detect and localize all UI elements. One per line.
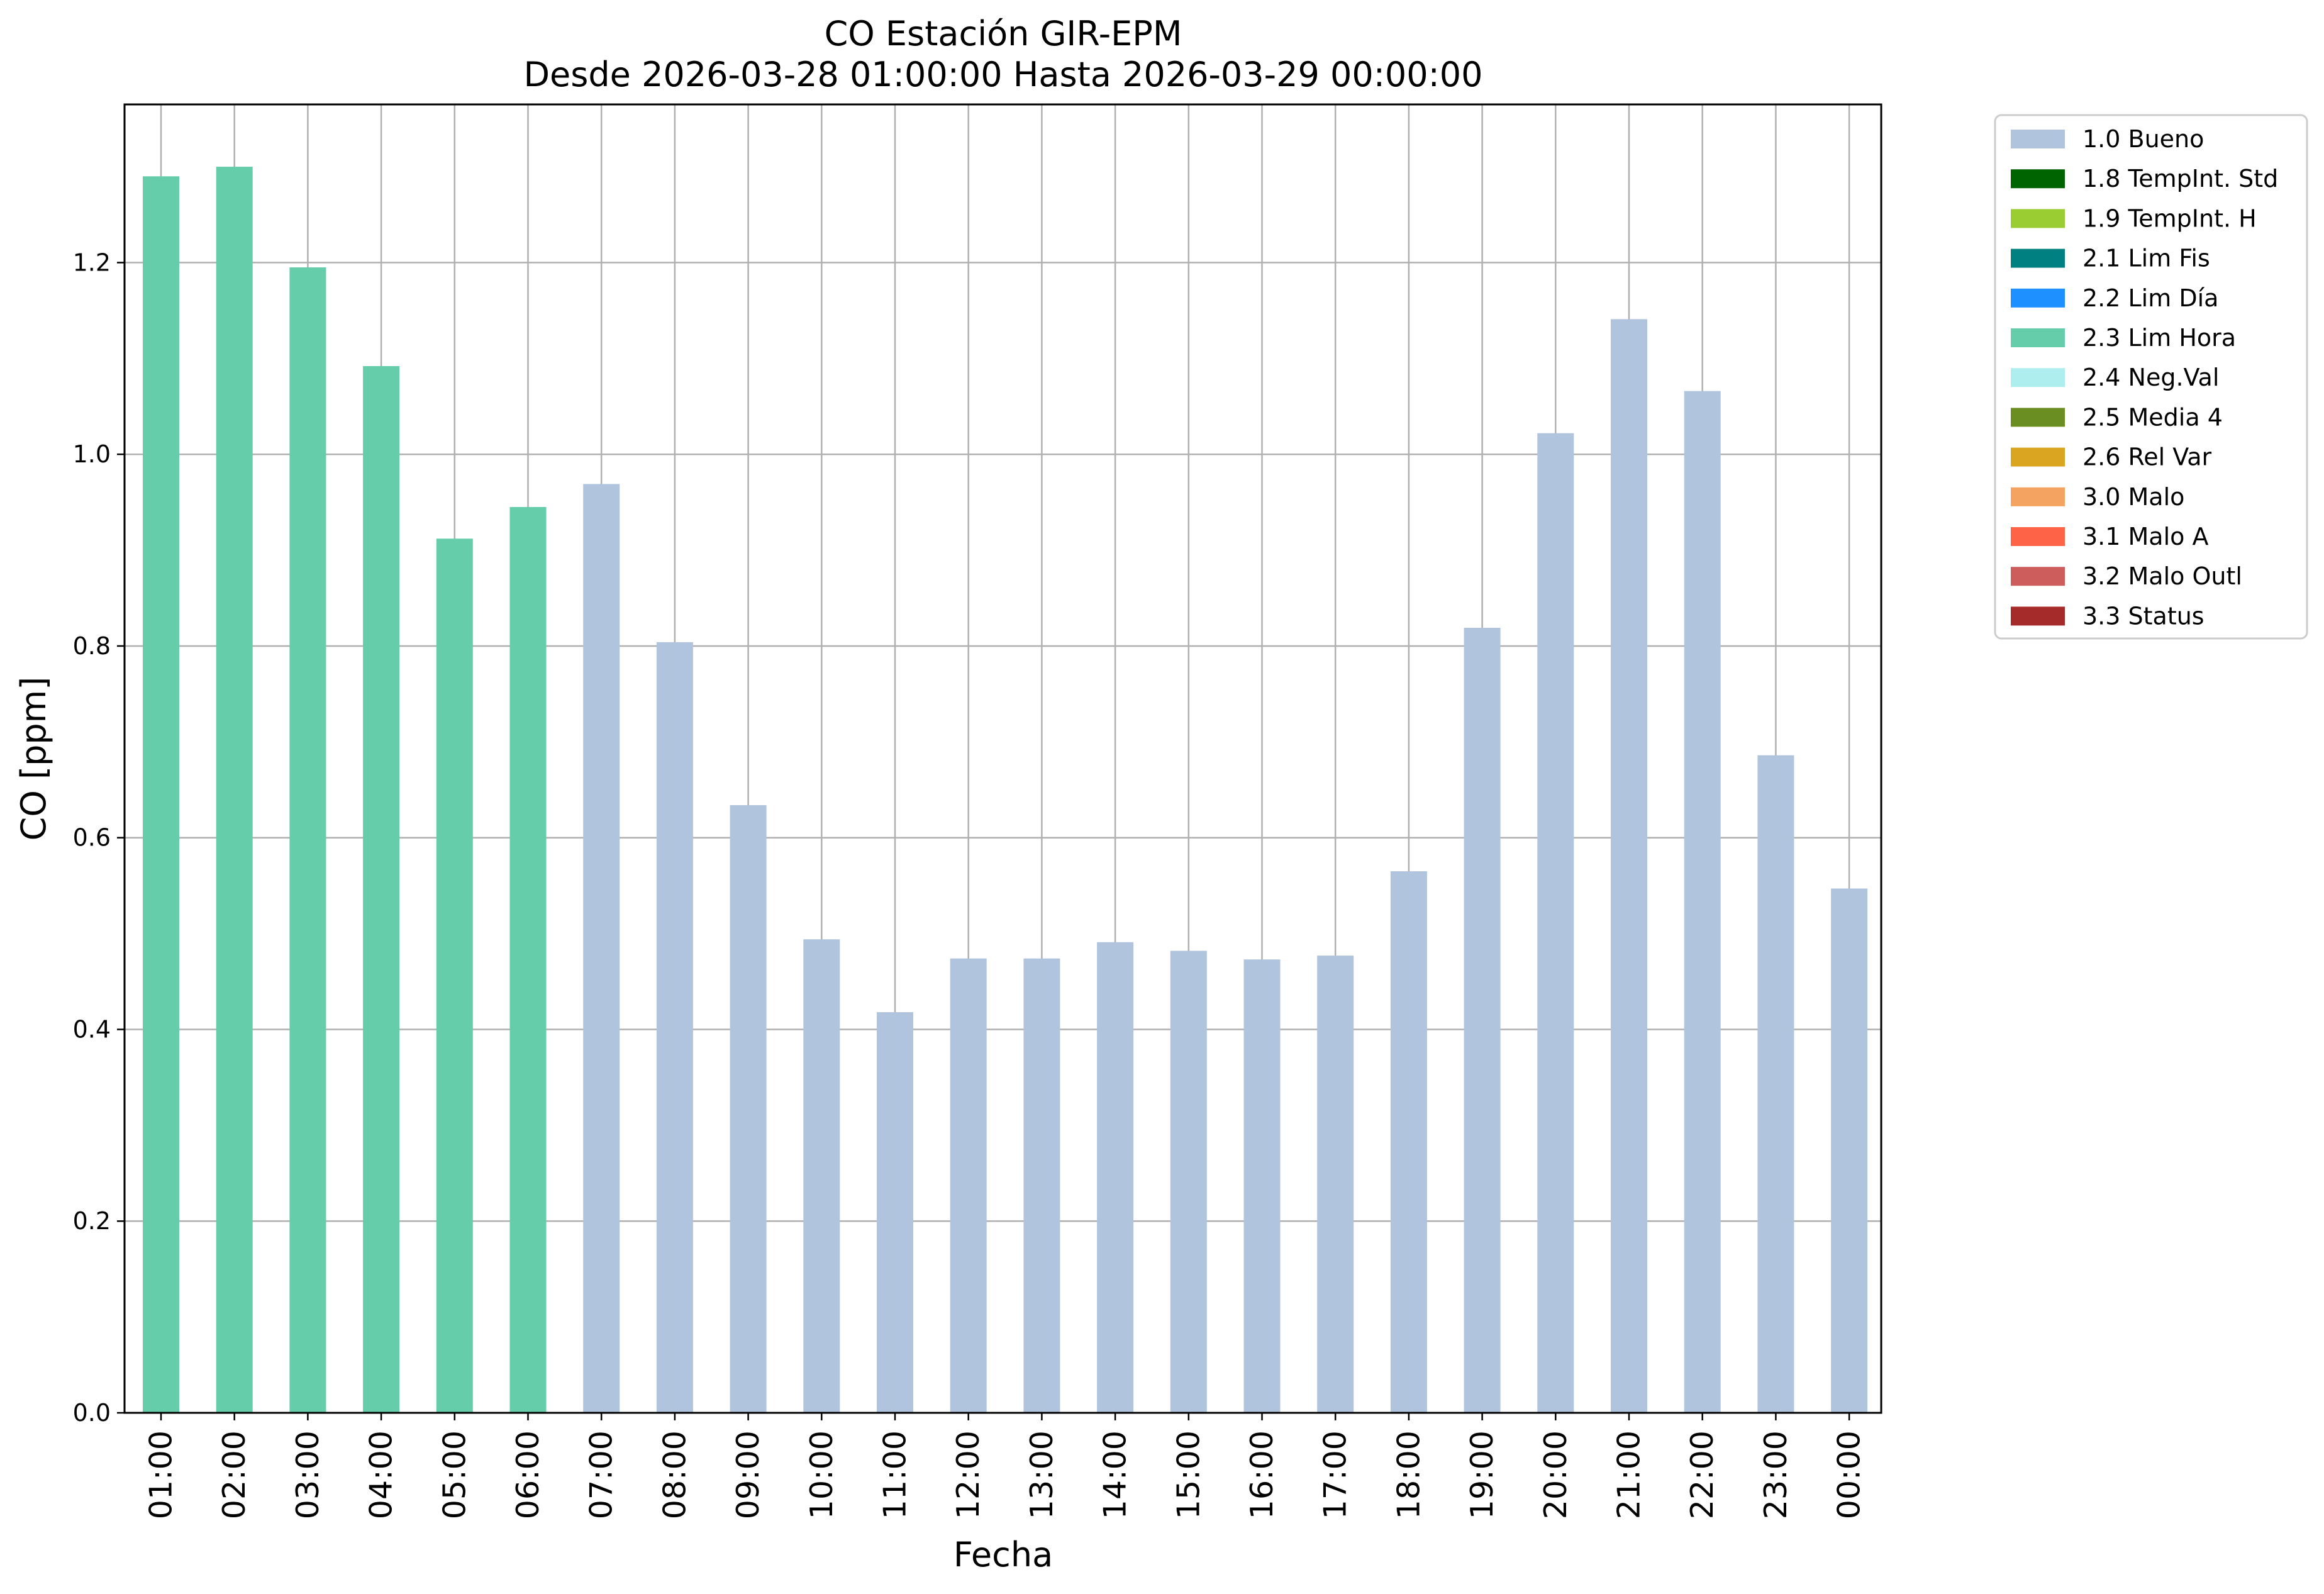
bar (1243, 959, 1281, 1413)
bar (1684, 391, 1721, 1413)
x-tick-label: 22:00 (1684, 1430, 1720, 1519)
x-tick-label: 18:00 (1391, 1430, 1426, 1519)
x-tick-label: 15:00 (1170, 1430, 1206, 1519)
x-tick-label: 14:00 (1098, 1430, 1133, 1519)
legend-swatch (2011, 408, 2065, 427)
legend-swatch (2011, 527, 2065, 546)
y-axis-label: CO [ppm] (14, 677, 53, 841)
y-tick-label: 0.4 (73, 1015, 111, 1043)
bar (216, 167, 253, 1413)
legend-frame (1994, 114, 2308, 640)
legend-label: 1.8 TempInt. Std (2082, 165, 2278, 192)
legend-swatch (2011, 487, 2065, 506)
chart-subtitle: Desde 2026-03-28 01:00:00 Hasta 2026-03-… (523, 55, 1482, 94)
y-axis: 0.0 0.2 0.4 0.6 0.8 1.0 1.2 (73, 248, 125, 1427)
legend-label: 2.2 Lim Día (2082, 284, 2218, 312)
legend-label: 2.6 Rel Var (2082, 443, 2212, 471)
legend-label: 1.9 TempInt. H (2082, 204, 2257, 232)
x-tick-label: 01:00 (143, 1430, 179, 1519)
bars (143, 167, 1868, 1413)
chart-title: CO Estación GIR-EPM (825, 14, 1182, 53)
x-tick-label: 10:00 (804, 1430, 840, 1519)
legend-swatch (2011, 130, 2065, 148)
bar (363, 366, 400, 1413)
bar (1537, 433, 1574, 1413)
bar (1464, 628, 1501, 1413)
x-tick-label: 17:00 (1318, 1430, 1354, 1519)
bar (877, 1012, 913, 1413)
legend-label: 3.3 Status (2082, 602, 2204, 630)
x-tick-label: 12:00 (950, 1430, 986, 1519)
bar (143, 176, 179, 1413)
x-axis: 01:00 02:00 03:00 04:00 05:00 06:00 07:00 08:00… (143, 1413, 1867, 1519)
bar (1757, 755, 1794, 1413)
y-tick-label: 0.8 (73, 632, 111, 660)
x-tick-label: 23:00 (1758, 1430, 1794, 1519)
x-tick-label: 20:00 (1538, 1430, 1574, 1519)
x-tick-label: 05:00 (436, 1430, 472, 1519)
y-tick-label: 0.2 (73, 1207, 111, 1235)
legend-label: 2.1 Lim Fis (2082, 245, 2210, 272)
y-tick-label: 0.6 (73, 824, 111, 852)
bar (289, 267, 326, 1413)
plot-frame (123, 103, 1882, 1414)
bar (1317, 956, 1354, 1413)
bar (1023, 958, 1060, 1413)
bar (509, 507, 547, 1413)
bar (1831, 888, 1868, 1413)
y-tick-label: 1.2 (73, 248, 111, 276)
legend-label: 3.1 Malo A (2082, 523, 2208, 550)
legend-label: 2.3 Lim Hora (2082, 324, 2236, 352)
bar (1611, 319, 1647, 1413)
x-tick-label: 19:00 (1464, 1430, 1500, 1519)
bar (803, 939, 840, 1413)
legend-swatch (2011, 209, 2065, 228)
bar (1097, 942, 1134, 1413)
x-tick-label: 02:00 (216, 1430, 252, 1519)
bar (730, 805, 767, 1413)
bar (1390, 871, 1427, 1413)
legend-swatch (2011, 328, 2065, 347)
x-tick-label: 09:00 (730, 1430, 766, 1519)
y-tick-label: 0.0 (73, 1399, 111, 1427)
x-tick-label: 06:00 (510, 1430, 546, 1519)
legend-label: 3.0 Malo (2082, 483, 2184, 511)
x-tick-label: 00:00 (1832, 1430, 1867, 1519)
x-tick-label: 21:00 (1611, 1430, 1647, 1519)
x-tick-label: 04:00 (364, 1430, 399, 1519)
x-axis-label: Fecha (954, 1535, 1053, 1574)
bar (950, 958, 987, 1413)
legend-label: 2.4 Neg.Val (2082, 364, 2219, 391)
x-tick-label: 07:00 (584, 1430, 620, 1519)
x-tick-label: 13:00 (1024, 1430, 1060, 1519)
legend-label: 1.0 Bueno (2082, 125, 2204, 153)
bar (583, 484, 620, 1413)
x-tick-label: 08:00 (657, 1430, 692, 1519)
legend-swatch (2011, 248, 2065, 268)
legend-label: 2.5 Media 4 (2082, 403, 2223, 431)
legend-swatch (2011, 606, 2065, 626)
bar (656, 642, 693, 1413)
legend-swatch (2011, 447, 2065, 467)
x-tick-label: 03:00 (290, 1430, 326, 1519)
legend-swatch (2011, 368, 2065, 387)
legend-label: 3.2 Malo Outl (2082, 562, 2242, 590)
bar (436, 538, 473, 1413)
legend-swatch (2011, 169, 2065, 189)
y-tick-label: 1.0 (73, 440, 111, 468)
bar (1170, 950, 1207, 1413)
x-tick-label: 11:00 (877, 1430, 913, 1519)
x-tick-label: 16:00 (1244, 1430, 1280, 1519)
legend-swatch (2011, 288, 2065, 308)
legend-swatch (2011, 567, 2065, 586)
legend: 1.0 Bueno 1.8 TempInt. Std 1.9 TempInt. H 2… (1994, 114, 2308, 640)
